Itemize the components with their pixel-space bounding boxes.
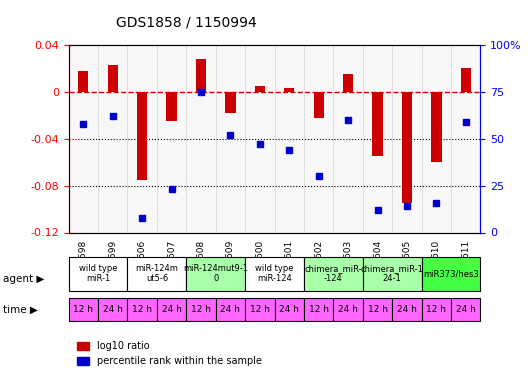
FancyBboxPatch shape (157, 298, 186, 321)
FancyBboxPatch shape (333, 298, 363, 321)
FancyBboxPatch shape (186, 298, 216, 321)
Text: 12 h: 12 h (309, 305, 329, 314)
FancyBboxPatch shape (451, 298, 480, 321)
Bar (137, 92, 147, 180)
Bar (402, 92, 412, 203)
Text: 12 h: 12 h (73, 305, 93, 314)
FancyBboxPatch shape (363, 298, 392, 321)
Bar (343, 74, 353, 92)
Text: chimera_miR-
-124: chimera_miR- -124 (305, 264, 362, 284)
Text: 12 h: 12 h (367, 305, 388, 314)
Text: time ▶: time ▶ (3, 304, 37, 314)
Text: 12 h: 12 h (250, 305, 270, 314)
FancyBboxPatch shape (363, 257, 422, 291)
Bar (372, 92, 383, 156)
Text: 24 h: 24 h (103, 305, 122, 314)
Text: 24 h: 24 h (456, 305, 476, 314)
FancyBboxPatch shape (275, 298, 304, 321)
Legend: log10 ratio, percentile rank within the sample: log10 ratio, percentile rank within the … (73, 338, 266, 370)
Bar (460, 68, 471, 92)
Text: 24 h: 24 h (279, 305, 299, 314)
Text: 24 h: 24 h (338, 305, 358, 314)
FancyBboxPatch shape (69, 298, 98, 321)
FancyBboxPatch shape (127, 298, 157, 321)
Text: wild type
miR-1: wild type miR-1 (79, 264, 117, 284)
FancyBboxPatch shape (392, 298, 422, 321)
FancyBboxPatch shape (245, 257, 304, 291)
Text: wild type
miR-124: wild type miR-124 (256, 264, 294, 284)
Bar (254, 86, 265, 92)
Text: 24 h: 24 h (162, 305, 182, 314)
Bar (225, 92, 235, 113)
FancyBboxPatch shape (422, 298, 451, 321)
FancyBboxPatch shape (186, 257, 245, 291)
FancyBboxPatch shape (98, 298, 127, 321)
Bar (431, 92, 441, 162)
Bar (314, 92, 324, 118)
Text: 12 h: 12 h (191, 305, 211, 314)
FancyBboxPatch shape (245, 298, 275, 321)
FancyBboxPatch shape (127, 257, 186, 291)
Text: 12 h: 12 h (426, 305, 446, 314)
Text: GDS1858 / 1150994: GDS1858 / 1150994 (116, 15, 257, 29)
Text: 12 h: 12 h (132, 305, 152, 314)
Text: 24 h: 24 h (221, 305, 240, 314)
Bar (108, 65, 118, 92)
FancyBboxPatch shape (304, 257, 363, 291)
Bar (166, 92, 177, 121)
Text: miR-124m
ut5-6: miR-124m ut5-6 (136, 264, 178, 284)
Text: miR373/hes3: miR373/hes3 (423, 269, 479, 278)
Bar (78, 71, 89, 92)
Bar (284, 88, 295, 92)
Text: miR-124mut9-1
0: miR-124mut9-1 0 (183, 264, 248, 284)
FancyBboxPatch shape (422, 257, 480, 291)
FancyBboxPatch shape (216, 298, 245, 321)
FancyBboxPatch shape (304, 298, 333, 321)
Text: chimera_miR-1
24-1: chimera_miR-1 24-1 (361, 264, 423, 284)
Bar (196, 59, 206, 92)
Text: agent ▶: agent ▶ (3, 274, 44, 284)
FancyBboxPatch shape (69, 257, 127, 291)
Text: 24 h: 24 h (397, 305, 417, 314)
